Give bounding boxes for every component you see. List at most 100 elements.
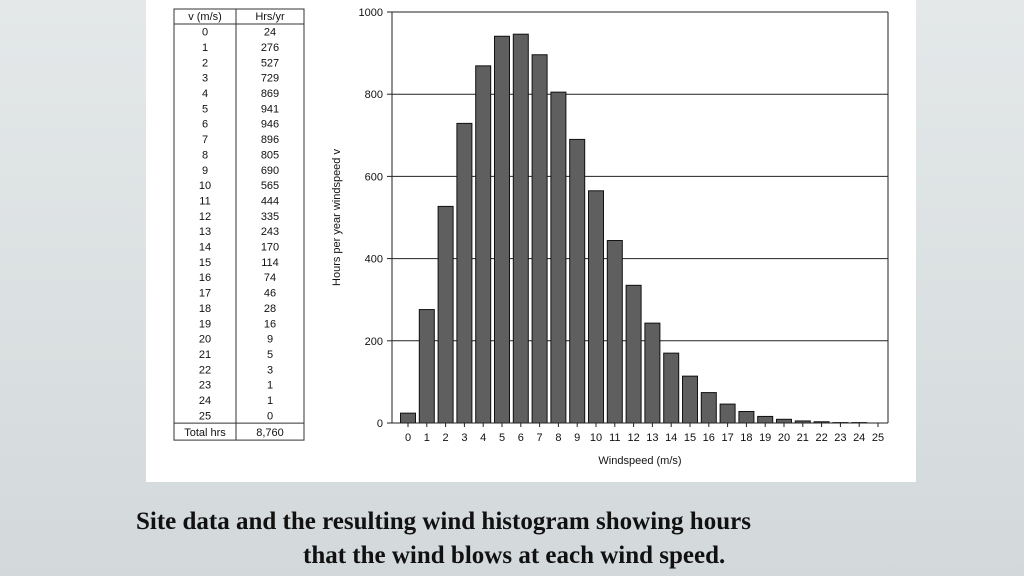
table-cell-speed: 8 <box>202 149 208 161</box>
x-tick-label: 21 <box>797 432 809 444</box>
table-cell-speed: 1 <box>202 42 208 54</box>
table-cell-speed: 25 <box>199 410 211 422</box>
table-cell-hours: 74 <box>264 272 276 284</box>
table-cell-hours: 1 <box>267 380 273 392</box>
bar <box>494 35 510 424</box>
x-axis-label: Windspeed (m/s) <box>598 455 681 467</box>
x-tick-label: 5 <box>499 432 505 444</box>
table-cell-speed: 9 <box>202 165 208 177</box>
table-cell-speed: 11 <box>199 195 210 207</box>
table-cell-hours: 28 <box>264 303 276 315</box>
x-tick-label: 16 <box>703 432 715 444</box>
table-cell-speed: 23 <box>199 380 211 392</box>
table-cell-hours: 24 <box>264 27 276 39</box>
bar <box>531 54 548 424</box>
x-tick-label: 2 <box>443 432 449 444</box>
table-cell-hours: 941 <box>261 103 279 115</box>
table-cell-hours: 1 <box>267 395 273 407</box>
bar <box>456 122 473 424</box>
bar <box>738 410 755 424</box>
caption-line-1: Site data and the resulting wind histogr… <box>136 508 751 535</box>
x-tick-label: 0 <box>405 432 411 444</box>
table-cell-speed: 20 <box>199 334 211 346</box>
table-cell-hours: 114 <box>261 257 279 269</box>
table-cell-speed: 3 <box>202 73 208 85</box>
bar <box>606 240 623 424</box>
table-cell-hours: 444 <box>261 195 279 207</box>
table-cell-speed: 19 <box>199 318 211 330</box>
table-cell-hours: 3 <box>267 364 273 376</box>
bar <box>776 418 792 424</box>
x-tick-label: 15 <box>684 432 696 444</box>
table-total-value: 8,760 <box>256 427 284 439</box>
y-tick-label: 1000 <box>359 7 383 19</box>
x-tick-label: 14 <box>665 432 677 444</box>
bar <box>512 33 529 424</box>
table-cell-hours: 276 <box>261 42 279 54</box>
y-tick-label: 800 <box>365 89 383 101</box>
bar <box>700 392 717 424</box>
x-tick-label: 20 <box>778 432 790 444</box>
bar <box>682 375 698 424</box>
table-cell-speed: 16 <box>199 272 211 284</box>
table-cell-hours: 869 <box>261 88 279 100</box>
x-tick-label: 23 <box>834 432 846 444</box>
table-cell-speed: 22 <box>199 364 211 376</box>
table-cell-speed: 17 <box>199 288 211 300</box>
x-tick-label: 8 <box>555 432 561 444</box>
table-cell-hours: 9 <box>267 334 273 346</box>
x-tick-label: 18 <box>740 432 752 444</box>
bar <box>625 284 642 424</box>
x-tick-label: 6 <box>518 432 524 444</box>
table-cell-hours: 946 <box>261 119 279 131</box>
x-tick-label: 17 <box>721 432 733 444</box>
x-tick-label: 25 <box>872 432 884 444</box>
x-tick-label: 4 <box>480 432 486 444</box>
bar <box>475 65 492 424</box>
table-cell-speed: 12 <box>199 211 211 223</box>
x-tick-label: 12 <box>627 432 639 444</box>
table-cell-hours: 527 <box>261 57 279 69</box>
table-cell-hours: 896 <box>261 134 279 146</box>
x-tick-label: 7 <box>537 432 543 444</box>
table-cell-speed: 6 <box>202 119 208 131</box>
bar <box>418 309 435 424</box>
x-tick-label: 24 <box>853 432 865 444</box>
caption-line-2: that the wind blows at each wind speed. <box>303 542 726 569</box>
y-axis-label: Hours per year windspeed v <box>331 149 343 286</box>
bar <box>569 138 586 424</box>
bar <box>437 205 454 424</box>
bar <box>719 403 736 424</box>
x-tick-label: 19 <box>759 432 771 444</box>
y-tick-label: 600 <box>365 171 383 183</box>
table-cell-hours: 805 <box>261 149 279 161</box>
x-tick-label: 9 <box>574 432 580 444</box>
x-tick-label: 1 <box>424 432 430 444</box>
x-tick-label: 10 <box>590 432 602 444</box>
table-cell-hours: 16 <box>264 318 276 330</box>
bar <box>644 322 661 424</box>
bar <box>757 415 774 424</box>
table-cell-hours: 565 <box>261 180 279 192</box>
figure-panel: v (m/s) Hrs/yr 0 24 1 276 2 527 3 729 4 869 5 941 6 946… <box>146 0 916 482</box>
table-cell-speed: 2 <box>202 57 208 69</box>
table-cell-speed: 15 <box>199 257 211 269</box>
bar <box>588 190 604 424</box>
y-tick-label: 200 <box>365 336 383 348</box>
bar <box>663 352 680 424</box>
table-cell-hours: 5 <box>267 349 273 361</box>
table-cell-speed: 0 <box>202 27 208 39</box>
bar <box>400 412 416 424</box>
table-cell-hours: 690 <box>261 165 279 177</box>
table-border <box>173 8 305 441</box>
table-cell-speed: 13 <box>199 226 211 238</box>
table-cell-speed: 10 <box>199 180 211 192</box>
table-cell-hours: 335 <box>261 211 279 223</box>
x-tick-label: 13 <box>646 432 658 444</box>
table-cell-speed: 5 <box>202 103 208 115</box>
table-total-label: Total hrs <box>184 427 226 439</box>
table-cell-hours: 46 <box>264 288 276 300</box>
bar <box>550 91 567 424</box>
